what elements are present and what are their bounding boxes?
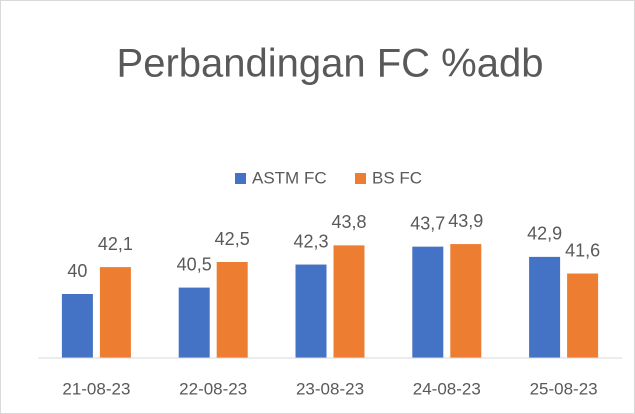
- data-label: 43,7: [410, 213, 445, 233]
- chart-title: Perbandingan FC %adb: [117, 42, 544, 86]
- bar: [529, 256, 561, 358]
- data-label: 43,8: [331, 212, 366, 232]
- data-label: 40: [67, 261, 87, 281]
- bar: [216, 262, 248, 358]
- x-tick-label: 24-08-23: [413, 379, 481, 398]
- bar: [99, 267, 131, 358]
- x-tick-label: 21-08-23: [62, 379, 130, 398]
- data-label: 42,9: [527, 224, 562, 244]
- bar: [295, 264, 327, 358]
- data-label: 41,6: [565, 240, 600, 260]
- data-label: 42,3: [293, 231, 328, 251]
- bar: [412, 246, 444, 358]
- data-label: 42,1: [98, 234, 133, 254]
- x-tick-label: 23-08-23: [296, 379, 364, 398]
- bar: [61, 294, 93, 358]
- legend-swatch: [235, 173, 246, 184]
- bar: [333, 245, 365, 358]
- x-tick-label: 22-08-23: [179, 379, 247, 398]
- bar: [178, 287, 210, 358]
- bar: [450, 244, 482, 358]
- legend-label: ASTM FC: [252, 168, 327, 187]
- x-tick-label: 25-08-23: [530, 379, 598, 398]
- bar: [567, 273, 599, 358]
- data-label: 42,5: [215, 229, 250, 249]
- data-label: 43,9: [448, 211, 483, 231]
- legend-swatch: [355, 173, 366, 184]
- data-label: 40,5: [177, 254, 212, 274]
- legend-label: BS FC: [372, 168, 422, 187]
